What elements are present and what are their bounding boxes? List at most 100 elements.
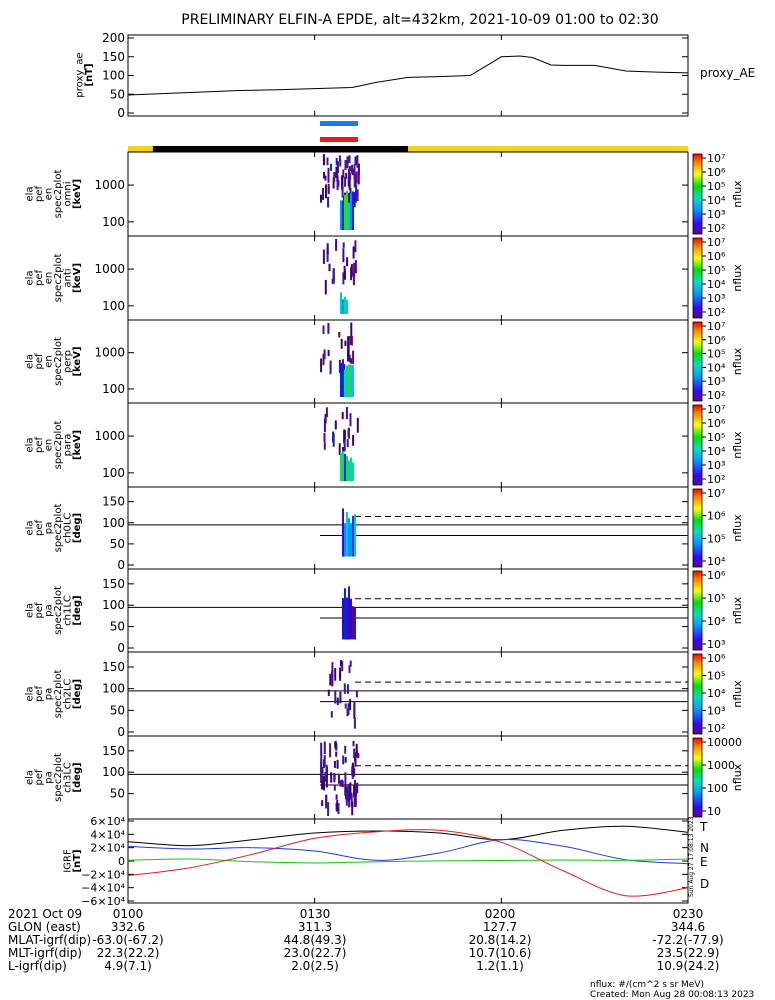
colorbar-2-tick-label: 10⁵ xyxy=(707,348,725,361)
spectra-speckle-0 xyxy=(353,192,356,207)
colorbar-0-label: nflux xyxy=(731,180,744,208)
spectra-speckle-1 xyxy=(354,240,357,253)
spectra-ylabel-3-line: para xyxy=(62,434,73,457)
pitch-speckle-3 xyxy=(323,776,326,791)
pitch-ylabel-3-line: pa xyxy=(43,771,54,783)
pitch-speckle-2 xyxy=(349,660,352,667)
pitch-ylabel-1-line: ch1LC xyxy=(62,595,73,626)
spectra-speckle-0 xyxy=(349,172,352,180)
ephem-cell: 22.3(22.2) xyxy=(97,946,160,960)
zone-bar-red xyxy=(320,137,358,142)
ephem-cell: 311.3 xyxy=(298,920,332,934)
pitch-speckle-3 xyxy=(354,779,356,788)
pitch-speckle-3 xyxy=(353,784,356,798)
spectra-frame-3 xyxy=(127,402,689,488)
pitch-speckle-2 xyxy=(347,703,350,715)
pitch-ylabel-0-line: ela xyxy=(24,520,35,535)
spectra-speckle-2 xyxy=(340,338,343,349)
colorbar-3-tick-label: 10⁷ xyxy=(707,403,725,416)
spectra-blob-3 xyxy=(350,457,352,481)
colorbar-4-tick-label: 10⁴ xyxy=(707,555,726,568)
pitch-blob-1 xyxy=(346,597,348,640)
spectra-speckle-2 xyxy=(322,353,325,366)
colorbar-4-tick-label: 10⁶ xyxy=(707,510,726,523)
spectra-speckle-0 xyxy=(320,194,322,203)
spectra-speckle-1 xyxy=(342,242,345,248)
spectra-speckle-2 xyxy=(327,349,330,357)
spectra-speckle-3 xyxy=(323,442,326,450)
spectra-speckle-0 xyxy=(349,187,352,198)
colorbar-6 xyxy=(692,653,703,735)
spectra-ylabel-3-line: [keV] xyxy=(72,430,83,460)
pitch-speckle-2 xyxy=(327,689,330,696)
ephem-cell: 23.0(22.7) xyxy=(284,946,347,960)
spectra-speckle-0 xyxy=(332,177,335,189)
created-stamp: Created: Mon Aug 28 00:08:13 2023 xyxy=(590,990,754,1000)
colorbar-5 xyxy=(692,570,703,651)
pitch-frame-3 xyxy=(127,735,689,820)
colorbar-label: nflux xyxy=(731,347,744,375)
ephem-cell: 332.6 xyxy=(111,920,145,934)
spectra-speckle-1 xyxy=(326,247,329,262)
spectra-speckle-0 xyxy=(327,167,330,183)
spectra-speckle-2 xyxy=(338,331,341,338)
spectra-speckle-1 xyxy=(335,239,338,251)
colorbar-1-tick-label: 10² xyxy=(707,306,725,319)
spectra-blob-3 xyxy=(344,454,346,481)
spectra-speckle-0 xyxy=(356,155,359,168)
spectra-speckle-1 xyxy=(354,260,357,274)
spectra-speckle-2 xyxy=(350,335,353,346)
spectra-speckle-2 xyxy=(349,335,352,345)
spectra-ylabel-3-line: spec2plot xyxy=(53,421,64,470)
ephem-row-label: L-igrf(dip) xyxy=(8,959,67,973)
spectra-speckle-0 xyxy=(325,184,327,199)
pitch-blob-0 xyxy=(354,514,356,557)
pitch-speckle-3 xyxy=(341,779,343,786)
spectra-speckle-0 xyxy=(357,172,360,185)
pitch-blob-0 xyxy=(342,508,344,557)
colorbar-3-tick-label: 10⁴ xyxy=(707,445,726,458)
x-tick-label: 0130 xyxy=(300,907,331,921)
colorbar-4-tick-label: 10⁷ xyxy=(707,487,725,500)
pitch-blob-1 xyxy=(342,598,344,640)
spectra-speckle-0 xyxy=(336,175,339,191)
igrf-y-tick-label: 6×10⁴ xyxy=(90,815,125,828)
pitch-blob-0 xyxy=(352,515,354,557)
pitch-speckle-2 xyxy=(334,668,337,681)
pitch-speckle-3 xyxy=(335,794,338,800)
spectra-speckle-1 xyxy=(352,272,355,286)
colorbar-2-tick-label: 10² xyxy=(707,389,725,402)
pitch-speckle-3 xyxy=(327,802,330,816)
spectra-blob-3 xyxy=(348,460,350,481)
pitch-speckle-2 xyxy=(348,665,351,673)
spectra-speckle-0 xyxy=(323,158,326,165)
spectra-speckle-3 xyxy=(347,427,350,439)
spectra-ylabel-1-line: anti xyxy=(62,268,73,287)
pitch-speckle-3 xyxy=(335,742,338,751)
igrf-series-N xyxy=(127,839,689,865)
pitch-speckle-2 xyxy=(339,691,342,704)
pitch-speckle-3 xyxy=(354,755,357,767)
proxy-ae-ylabel-line: [nT] xyxy=(84,63,95,86)
pitch-speckle-3 xyxy=(321,800,324,807)
ephem-row-label: 2021 Oct 09 xyxy=(8,907,82,921)
pitch-speckle-3 xyxy=(355,743,358,752)
spectra-speckle-0 xyxy=(354,194,357,203)
igrf-series-E xyxy=(127,858,689,864)
pitch-speckle-3 xyxy=(335,803,338,811)
spectra-blob-2 xyxy=(342,359,344,397)
spectra-speckle-0 xyxy=(322,188,324,200)
colorbar-7-tick-label: 1000 xyxy=(707,759,735,772)
colorbar-label: nflux xyxy=(731,431,744,459)
colorbar-5-tick-label: 10⁵ xyxy=(707,592,725,605)
pitch-ylabel-3-line: ela xyxy=(24,770,35,785)
units-note: nflux: #/(cm^2 s sr MeV) xyxy=(590,980,704,990)
spectra-speckle-1 xyxy=(352,246,355,259)
pitch-speckle-3 xyxy=(348,800,351,808)
spectra-speckle-0 xyxy=(348,166,351,172)
colorbar-6-tick-label: 10⁵ xyxy=(707,670,725,683)
colorbar-4-label: nflux xyxy=(731,514,744,542)
spectra-blob-3 xyxy=(352,462,354,481)
pitch-y-2-tick-label: 0 xyxy=(117,725,125,739)
spectra-speckle-0 xyxy=(341,175,344,191)
